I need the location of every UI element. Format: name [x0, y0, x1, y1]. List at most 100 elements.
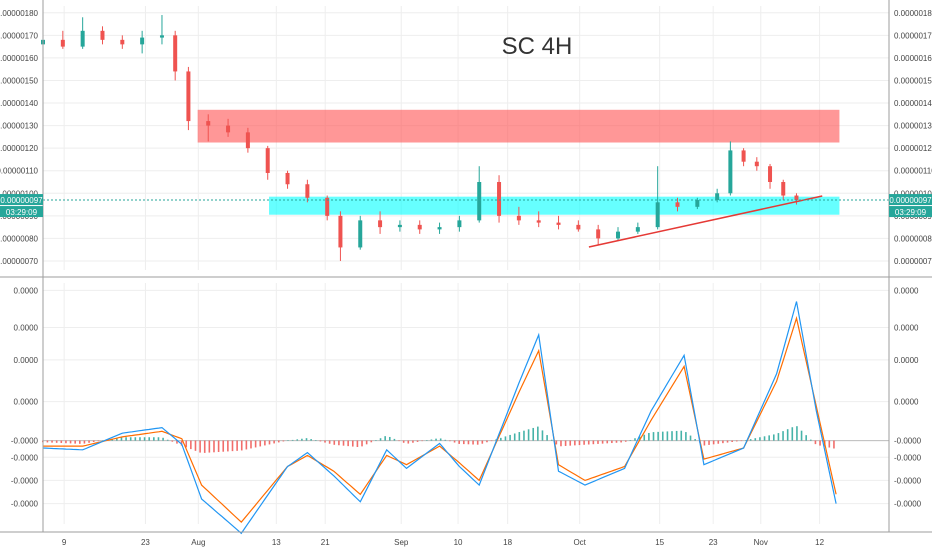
time-tick-label: 15: [655, 538, 664, 547]
histogram-bar: [768, 435, 770, 441]
histogram-bar: [388, 436, 391, 441]
histogram-bar: [236, 440, 238, 451]
oscillator-tick-label-left: 0.0000: [14, 356, 39, 365]
histogram-bar: [180, 440, 183, 446]
time-tick-label: 23: [709, 538, 718, 547]
candle: [675, 197, 680, 212]
histogram-bar: [601, 440, 604, 444]
histogram-bar: [541, 430, 544, 441]
histogram-bar: [560, 440, 562, 447]
histogram-bar: [65, 440, 67, 444]
histogram-bar: [555, 440, 558, 445]
histogram-bar: [578, 440, 581, 446]
histogram-bar: [652, 432, 655, 441]
histogram-bar: [657, 431, 659, 441]
histogram-bar: [231, 440, 234, 452]
histogram-bar: [782, 431, 784, 441]
histogram-bar: [287, 440, 289, 441]
last-price-badge: 0.00000097: [0, 194, 43, 206]
last-price-badge-text: 0.00000097: [889, 196, 932, 205]
histogram-bar: [301, 438, 303, 441]
histogram-bar: [55, 440, 58, 443]
histogram-bar: [819, 440, 821, 446]
oscillator-tick-label-left: 0.0000: [14, 398, 39, 407]
histogram-bar: [153, 437, 155, 441]
histogram-bar: [458, 440, 460, 444]
candle: [516, 206, 521, 225]
candle: [226, 118, 231, 137]
candle: [655, 166, 660, 230]
histogram-bar: [185, 440, 188, 448]
histogram-bar: [735, 440, 738, 442]
histogram-bar: [333, 440, 336, 445]
candle-body: [616, 231, 621, 239]
histogram-bar: [217, 440, 220, 453]
candle: [457, 215, 462, 232]
histogram-bar: [712, 440, 715, 445]
histogram-bar: [685, 432, 687, 441]
last-price-badge-bg: [0, 194, 43, 206]
price-tick-label-right: 0.00000080: [894, 234, 932, 243]
candle-body: [576, 224, 581, 230]
histogram-bar: [708, 440, 710, 445]
histogram-bar: [467, 440, 470, 445]
histogram-bar: [314, 440, 317, 441]
histogram-bar: [245, 440, 248, 450]
candle-body: [338, 215, 343, 248]
histogram-bar: [523, 430, 525, 441]
histogram-bar: [240, 440, 243, 451]
oscillator-tick-label-right: -0.0000: [894, 500, 922, 509]
candle: [437, 222, 442, 234]
candle-body: [536, 220, 541, 223]
time-tick-label: 23: [141, 538, 150, 547]
histogram-bar: [726, 440, 729, 443]
histogram-bar: [116, 438, 118, 441]
histogram-bar: [435, 438, 437, 441]
candle-body: [397, 224, 402, 228]
histogram-bar: [749, 439, 752, 441]
histogram-bar: [125, 437, 127, 441]
candle: [378, 211, 383, 234]
histogram-bar: [250, 440, 252, 449]
candle-body: [358, 220, 363, 248]
histogram-bar: [763, 436, 766, 441]
oscillator-tick-label-right: 0.0000: [894, 398, 919, 407]
histogram-bar: [83, 440, 86, 444]
candle: [265, 145, 270, 180]
last-price-badges: 0.00000097 03:29:09 0.00000097 03:29:09: [0, 194, 932, 218]
price-tick-label-left: 0.00000150: [0, 76, 39, 85]
histogram-bar: [277, 440, 280, 443]
price-tick-label-left: 0.00000180: [0, 9, 39, 18]
histogram-bar: [661, 431, 664, 441]
histogram-bar: [264, 440, 266, 446]
candle: [781, 179, 786, 201]
histogram-bar: [171, 440, 174, 442]
histogram-bar: [490, 440, 493, 442]
candle-body: [265, 148, 270, 173]
histogram-bar: [134, 437, 137, 441]
histogram-bar: [722, 440, 724, 444]
candle: [741, 148, 746, 167]
histogram-bar: [365, 440, 368, 445]
countdown-badge-text: 03:29:09: [895, 208, 927, 217]
oscillator-tick-label-left: 0.0000: [14, 323, 39, 332]
candle-body: [120, 39, 125, 45]
histogram-bar: [444, 439, 447, 441]
price-tick-label-left: 0.00000100: [0, 189, 39, 198]
candle-body: [226, 125, 231, 133]
histogram-bar: [194, 440, 197, 451]
time-tick-label: 18: [503, 538, 512, 547]
histogram-bar: [88, 440, 90, 443]
countdown-badge: 03:29:09: [0, 206, 43, 218]
histogram-bar: [259, 440, 262, 447]
last-price-badge: 0.00000097: [889, 194, 932, 206]
histogram-bar: [199, 440, 201, 453]
price-tick-label-left: 0.00000070: [0, 257, 39, 266]
histogram-bar: [527, 429, 530, 441]
candle: [794, 193, 799, 205]
histogram-bar: [69, 440, 72, 444]
price-tick-label-right: 0.00000070: [894, 257, 932, 266]
price-tick-label-right: 0.00000180: [894, 9, 932, 18]
histogram-bar: [828, 440, 831, 448]
